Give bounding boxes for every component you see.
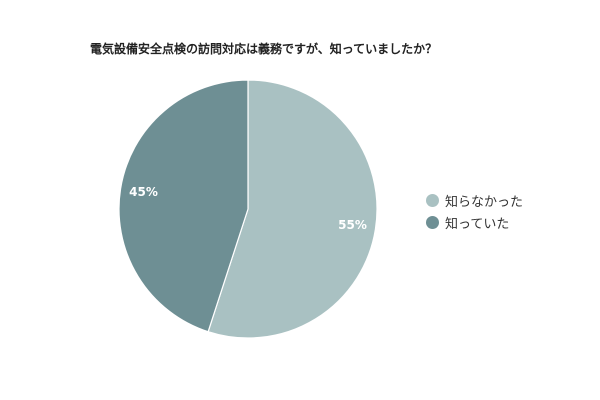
chart-title: 電気設備安全点検の訪問対応は義務ですが、知っていましたか？ (90, 42, 438, 56)
legend-item-known: 知っていた (426, 211, 523, 233)
pie-slices (118, 79, 378, 339)
pie-slice-known (118, 79, 249, 333)
legend-swatch-known (426, 215, 439, 229)
legend-swatch-not-known (426, 193, 439, 207)
pie-slice-not-known (207, 79, 378, 339)
slice-labels: 55% 45% (129, 185, 367, 232)
legend-label-not-known: 知らなかった (445, 194, 524, 210)
legend-label-known: 知っていた (445, 216, 510, 232)
legend-item-not-known: 知らなかった (426, 189, 523, 211)
slice-label-known: 45% (129, 185, 158, 199)
slice-label-not-known: 55% (338, 218, 367, 232)
legend: 知らなかった 知っていた (426, 189, 523, 233)
